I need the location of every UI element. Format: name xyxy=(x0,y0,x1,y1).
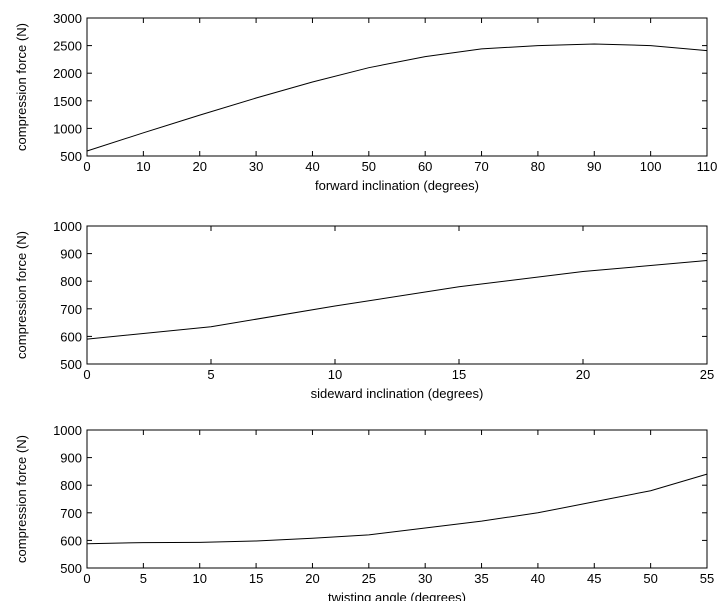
chart-panel-1: 0 10 20 30 40 50 60 70 80 90 100 110 500 1000 1500 2000… xyxy=(14,11,717,193)
x-tick-label: 10 xyxy=(136,159,150,174)
chart-panel-2: 0 5 10 15 20 25 500 600 700 800 900 1000 sideward in… xyxy=(14,219,714,401)
x-tick-label: 70 xyxy=(474,159,488,174)
y-tick-label: 800 xyxy=(60,478,82,493)
x-tick-label: 45 xyxy=(587,571,601,586)
x-tick-label: 40 xyxy=(531,571,545,586)
x-tick-label: 60 xyxy=(418,159,432,174)
x-tick-label: 35 xyxy=(474,571,488,586)
y-tick-label: 900 xyxy=(60,247,82,262)
x-tick-label: 25 xyxy=(700,367,714,382)
series-line-1 xyxy=(86,43,708,152)
y-tick-label: 500 xyxy=(60,357,82,372)
y-tick-label: 1500 xyxy=(53,94,82,109)
x-tick-label: 10 xyxy=(328,367,342,382)
x-axis-label: forward inclination (degrees) xyxy=(315,178,479,193)
y-tick-label: 700 xyxy=(60,506,82,521)
x-tick-label: 30 xyxy=(249,159,263,174)
x-tick-label: 110 xyxy=(697,159,718,174)
y-tick-label: 1000 xyxy=(53,423,82,438)
x-tick-label: 50 xyxy=(362,159,376,174)
x-tick-label: 5 xyxy=(140,571,147,586)
y-tick-label: 3000 xyxy=(53,11,82,26)
plot-frame xyxy=(86,17,708,157)
x-tick-label: 0 xyxy=(83,571,90,586)
x-tick-label: 10 xyxy=(192,571,206,586)
y-tick-label: 900 xyxy=(60,451,82,466)
chart-panel-3: 0 5 10 15 20 25 30 35 40 45 50 55 500 600 700 800 900 100… xyxy=(14,423,714,601)
x-tick-label: 90 xyxy=(587,159,601,174)
plot-frame xyxy=(86,225,708,365)
x-tick-label: 0 xyxy=(83,367,90,382)
y-axis-label: compression force (N) xyxy=(14,231,29,359)
y-tick-label: 2500 xyxy=(53,39,82,54)
y-tick-label: 500 xyxy=(60,561,82,576)
x-tick-label: 80 xyxy=(531,159,545,174)
y-tick-label: 2000 xyxy=(53,66,82,81)
y-axis-label: compression force (N) xyxy=(14,23,29,151)
plot-frame xyxy=(86,429,708,569)
x-tick-label: 40 xyxy=(305,159,319,174)
x-tick-label: 30 xyxy=(418,571,432,586)
y-tick-label: 1000 xyxy=(53,219,82,234)
x-tick-label: 25 xyxy=(362,571,376,586)
series-line-1 xyxy=(86,260,708,340)
x-tick-label: 20 xyxy=(305,571,319,586)
y-tick-label: 500 xyxy=(60,149,82,164)
y-tick-label: 600 xyxy=(60,329,82,344)
x-tick-label: 15 xyxy=(249,571,263,586)
x-tick-label: 55 xyxy=(700,571,714,586)
series-line-1 xyxy=(86,473,708,545)
x-tick-label: 20 xyxy=(192,159,206,174)
y-axis-label: compression force (N) xyxy=(14,435,29,563)
x-axis-label: sideward inclination (degrees) xyxy=(311,386,484,401)
y-tick-label: 700 xyxy=(60,302,82,317)
y-tick-label: 600 xyxy=(60,533,82,548)
x-tick-label: 0 xyxy=(83,159,90,174)
x-tick-label: 50 xyxy=(643,571,657,586)
x-tick-label: 20 xyxy=(576,367,590,382)
x-tick-label: 15 xyxy=(452,367,466,382)
x-tick-label: 5 xyxy=(207,367,214,382)
y-tick-label: 1000 xyxy=(53,121,82,136)
x-axis-label: twisting angle (degrees) xyxy=(328,590,466,601)
y-tick-label: 800 xyxy=(60,274,82,289)
x-tick-label: 100 xyxy=(640,159,662,174)
